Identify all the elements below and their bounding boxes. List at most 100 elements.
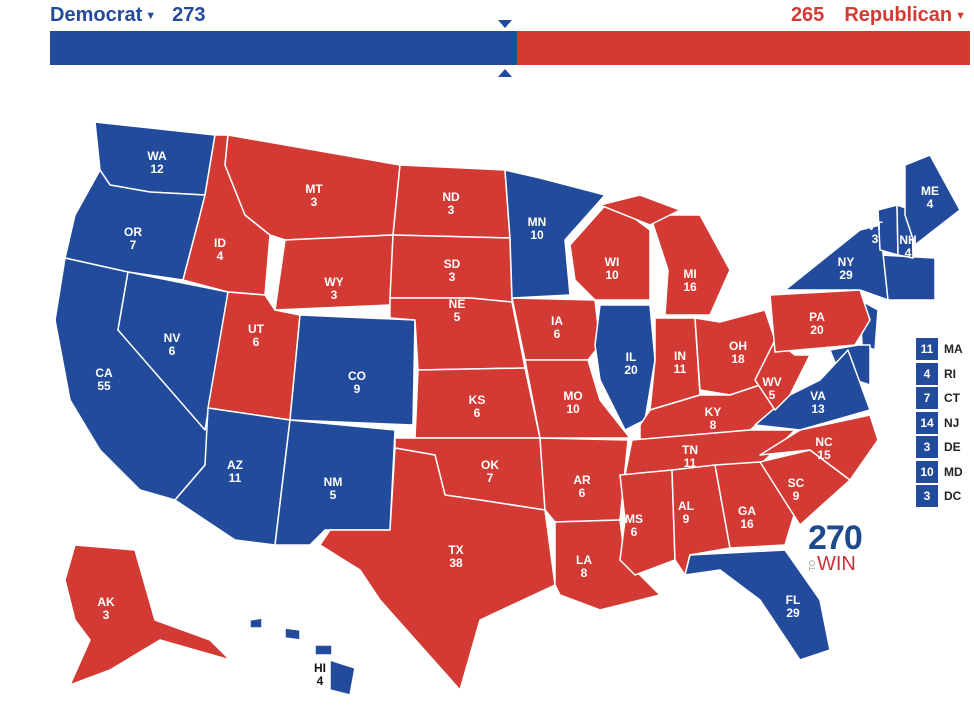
- state-ev: 16: [683, 280, 697, 294]
- state-abbr: CA: [95, 366, 113, 380]
- caret-down-icon[interactable]: ▼: [145, 9, 157, 22]
- small-state-ct[interactable]: 7 CT: [916, 387, 963, 409]
- state-abbr: ID: [214, 236, 226, 250]
- state-ev: 7: [130, 238, 137, 252]
- state-label-wa: WA 12: [147, 149, 167, 176]
- state-abbr: LA: [576, 553, 592, 567]
- state-ev: 3: [103, 608, 110, 622]
- state-abbr: WI: [605, 255, 620, 269]
- state-hi[interactable]: [284, 627, 301, 641]
- state-label-fl: FL 29: [786, 593, 801, 620]
- state-label-ca: CA 55: [95, 366, 113, 393]
- state-abbr: FL: [786, 593, 801, 607]
- state-ev: 6: [579, 486, 586, 500]
- small-state-md[interactable]: 10 MD: [916, 460, 963, 483]
- state-ev: 13: [811, 402, 825, 416]
- state-ev: 12: [150, 162, 164, 176]
- state-mi[interactable]: [599, 194, 681, 226]
- state-abbr: KS: [469, 393, 486, 407]
- state-ev: 6: [554, 327, 561, 341]
- state-abbr: NC: [815, 435, 833, 449]
- state-label-mo: MO 10: [563, 389, 582, 416]
- small-state-dc[interactable]: 3 DC: [916, 485, 963, 507]
- caret-down-icon[interactable]: ▼: [955, 9, 966, 22]
- small-state-ev[interactable]: 7: [916, 387, 938, 409]
- republican-label[interactable]: Republican: [844, 4, 953, 26]
- democrat-label[interactable]: Democrat: [50, 4, 143, 26]
- small-state-ev[interactable]: 3: [916, 485, 938, 507]
- state-la[interactable]: [554, 519, 661, 611]
- small-state-ri[interactable]: 4 RI: [916, 362, 963, 385]
- state-label-ks: KS 6: [469, 393, 486, 420]
- state-abbr: CO: [348, 369, 366, 383]
- state-label-ny: NY 29: [838, 255, 855, 282]
- state-ev: 15: [817, 448, 831, 462]
- state-hi[interactable]: [249, 617, 263, 629]
- state-co[interactable]: [289, 314, 416, 426]
- state-ev: 4: [905, 246, 912, 260]
- state-hi[interactable]: [314, 644, 333, 656]
- state-ev: 38: [449, 556, 463, 570]
- democrat-header[interactable]: Democrat ▼ 273: [50, 4, 206, 27]
- logo-to: TO: [808, 560, 817, 572]
- state-label-in: IN 11: [674, 349, 687, 376]
- state-abbr: GA: [738, 504, 756, 518]
- state-pa[interactable]: [769, 289, 871, 353]
- state-label-wi: WI 10: [605, 255, 620, 282]
- state-label-tx: TX 38: [448, 543, 463, 570]
- state-label-me: ME 4: [921, 184, 939, 211]
- small-state-ev[interactable]: 3: [916, 436, 938, 458]
- state-label-az: AZ 11: [227, 458, 243, 485]
- state-ia[interactable]: [511, 297, 601, 361]
- small-state-ev[interactable]: 10: [916, 460, 938, 483]
- state-ev: 3: [449, 270, 456, 284]
- state-abbr: IL: [626, 350, 637, 364]
- state-ev: 10: [566, 402, 580, 416]
- republican-header[interactable]: 265 Republican ▼: [791, 4, 966, 27]
- small-state-de[interactable]: 3 DE: [916, 436, 963, 458]
- state-abbr: AL: [678, 499, 694, 513]
- state-tx[interactable]: [319, 447, 556, 691]
- state-ma-ct-ri[interactable]: [879, 254, 936, 301]
- state-label-hi: HI 4: [314, 661, 326, 688]
- small-states-list: 11 MA 4 RI 7 CT 14 NJ 3 DE 10 MD 3 DC: [916, 338, 963, 511]
- state-hi[interactable]: [329, 659, 356, 696]
- state-abbr: NM: [324, 475, 343, 489]
- small-state-ma[interactable]: 11 MA: [916, 338, 963, 360]
- state-ev: 3: [448, 203, 455, 217]
- state-label-va: VA 13: [810, 389, 826, 416]
- small-state-ev[interactable]: 11: [916, 338, 938, 360]
- state-ny[interactable]: [784, 224, 889, 301]
- state-il[interactable]: [594, 304, 656, 431]
- state-mi[interactable]: [649, 214, 731, 316]
- state-wi[interactable]: [569, 199, 651, 301]
- state-abbr: NE: [449, 297, 466, 311]
- state-ev: 11: [684, 456, 697, 470]
- state-ev: 6: [253, 335, 260, 349]
- state-abbr: UT: [248, 322, 265, 336]
- state-mo[interactable]: [524, 359, 631, 439]
- state-ev: 3: [311, 195, 318, 209]
- state-fl[interactable]: [684, 549, 831, 661]
- state-label-sd: SD 3: [444, 257, 461, 284]
- 270towin-logo: 270 TOWIN: [808, 521, 868, 575]
- state-abbr: MS: [625, 512, 643, 526]
- small-state-ev[interactable]: 4: [916, 362, 938, 385]
- state-nm[interactable]: [274, 419, 396, 546]
- state-label-ia: IA 6: [551, 314, 563, 341]
- state-mn[interactable]: [504, 169, 606, 299]
- state-ak[interactable]: [64, 544, 231, 686]
- state-me[interactable]: [904, 154, 961, 246]
- state-ev: 16: [740, 517, 754, 531]
- small-state-ev[interactable]: 14: [916, 411, 938, 434]
- state-label-nm: NM 5: [324, 475, 343, 502]
- small-state-nj[interactable]: 14 NJ: [916, 411, 963, 434]
- state-abbr: TN: [682, 443, 698, 457]
- state-abbr: NH: [899, 233, 916, 247]
- state-ev: 20: [810, 323, 824, 337]
- state-ev: 3: [872, 232, 879, 246]
- republican-bar-fill: [516, 31, 970, 65]
- state-label-id: ID 4: [214, 236, 226, 263]
- state-abbr: IA: [551, 314, 563, 328]
- state-label-la: LA 8: [576, 553, 592, 580]
